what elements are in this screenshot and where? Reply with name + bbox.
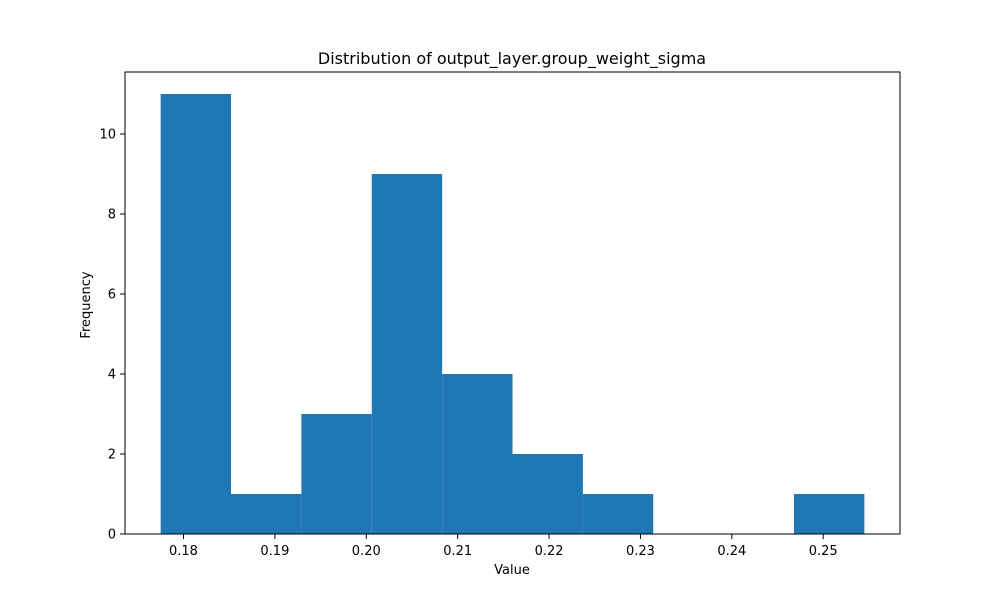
x-tick-label: 0.19 xyxy=(260,544,289,559)
y-tick-label: 4 xyxy=(108,368,116,383)
histogram-bar xyxy=(160,94,232,534)
y-tick-label: 10 xyxy=(99,128,116,143)
y-tick-label: 6 xyxy=(108,288,116,303)
histogram-bar xyxy=(442,374,513,534)
plot-frame xyxy=(124,71,901,535)
x-axis-label: Value xyxy=(494,563,530,578)
chart-title: Distribution of output_layer.group_weigh… xyxy=(318,49,706,69)
histogram-bar xyxy=(793,494,865,534)
histogram-bar xyxy=(512,454,583,534)
histogram-bar xyxy=(582,494,654,534)
y-tick-label: 0 xyxy=(108,528,116,543)
y-axis-label: Frequency xyxy=(79,271,94,338)
y-axis-ticks: 0 2 4 6 8 10 xyxy=(99,128,125,543)
histogram-bar xyxy=(371,174,443,534)
histogram-bars xyxy=(160,94,865,534)
histogram-bar xyxy=(231,494,302,534)
histogram-bar xyxy=(301,414,372,534)
y-tick-label: 8 xyxy=(108,208,116,223)
x-tick-label: 0.24 xyxy=(717,544,746,559)
x-tick-label: 0.21 xyxy=(443,544,472,559)
y-tick-label: 2 xyxy=(108,448,116,463)
x-axis-ticks: 0.18 0.19 0.20 0.21 0.22 0.23 0.24 0.25 xyxy=(169,534,838,559)
x-tick-label: 0.22 xyxy=(535,544,564,559)
x-tick-label: 0.18 xyxy=(169,544,198,559)
x-tick-label: 0.20 xyxy=(352,544,381,559)
x-tick-label: 0.23 xyxy=(626,544,655,559)
x-tick-label: 0.25 xyxy=(809,544,838,559)
